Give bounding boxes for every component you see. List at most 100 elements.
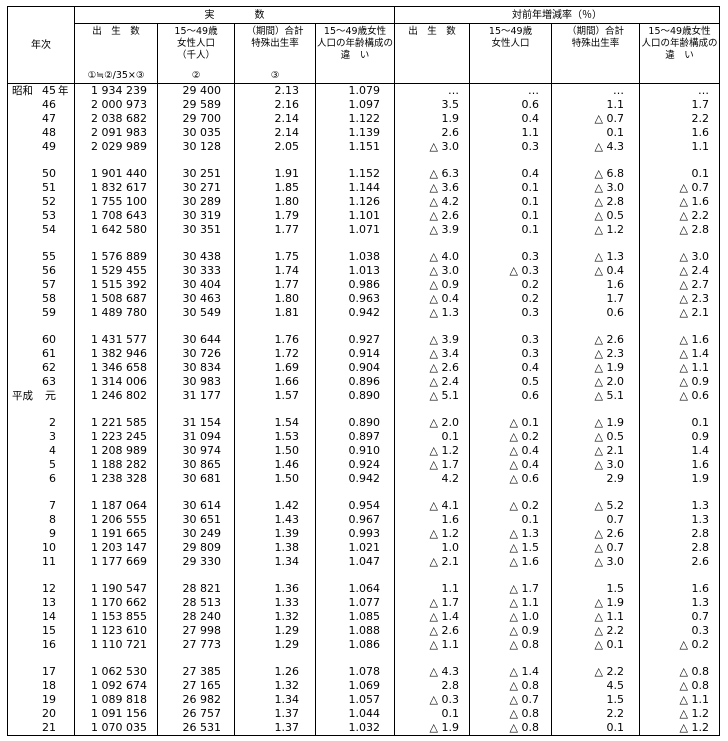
births-cell: 1 238 328 [74, 472, 158, 486]
year-number: 12 [42, 582, 56, 595]
tfr-cell: 1.69 [234, 361, 316, 375]
separator-cell [469, 154, 552, 167]
year-cell: 53 [7, 209, 75, 223]
tfr-cell: 1.43 [234, 513, 316, 527]
year-cell: 平成元 [7, 389, 75, 403]
group-header-row: 年次 実 数 対前年増減率（％） [7, 6, 720, 84]
births-cell: 1 188 282 [74, 458, 158, 472]
population-cell: 30 404 [157, 278, 235, 292]
tfr-rate-cell: 0.1 [551, 721, 640, 736]
year-cell: 51 [7, 181, 75, 195]
table-row: 21 1 070 035 26 531 1.37 1.032 △ 1.9 △ 0.8 0.1 △… [7, 721, 720, 736]
births-cell: 1 515 392 [74, 278, 158, 292]
ratio-rate-cell: 0.3 [639, 624, 720, 638]
separator-cell [551, 237, 640, 250]
population-cell: 30 865 [157, 458, 235, 472]
ratio-cell: 0.924 [315, 458, 395, 472]
year-cell: 46 [7, 98, 75, 112]
births-cell: 1 062 530 [74, 665, 158, 679]
header-line: 女性人口 [491, 38, 530, 49]
population-rate-cell: … [469, 83, 552, 98]
col-header-female-population-rate: 15～49歳 女性人口 [469, 23, 552, 84]
tfr-cell: 1.34 [234, 693, 316, 707]
population-rate-cell: 0.5 [469, 375, 552, 389]
separator-cell [157, 320, 235, 333]
births-rate-cell: … [394, 83, 470, 98]
header-line: 15～49歳 [488, 26, 533, 37]
population-rate-cell: △ 0.4 [469, 444, 552, 458]
ratio-cell: 0.954 [315, 499, 395, 513]
ratio-cell: 1.064 [315, 582, 395, 596]
population-rate-cell: 0.3 [469, 347, 552, 361]
separator-row [7, 569, 720, 582]
separator-cell [551, 486, 640, 499]
year-cell: 57 [7, 278, 75, 292]
ratio-rate-cell: △ 2.3 [639, 292, 720, 306]
population-rate-cell: △ 0.4 [469, 458, 552, 472]
table-row: 58 1 508 687 30 463 1.80 0.963 △ 0.4 0.2 1.7 △ 2… [7, 292, 720, 306]
tfr-rate-cell: 2.2 [551, 707, 640, 721]
births-cell: 2 000 973 [74, 98, 158, 112]
births-cell: 1 314 006 [74, 375, 158, 389]
separator-cell [157, 486, 235, 499]
year-cell: 7 [7, 499, 75, 513]
table-row: 17 1 062 530 27 385 1.26 1.078 △ 4.3 △ 1.4 △ 2.… [7, 665, 720, 679]
ratio-rate-cell: △ 0.8 [639, 679, 720, 693]
ratio-cell: 1.078 [315, 665, 395, 679]
year-number: 2 [49, 416, 56, 429]
separator-cell [234, 237, 316, 250]
ratio-rate-cell: 0.1 [639, 416, 720, 430]
separator-cell [551, 652, 640, 665]
header-line: 人口の年齢構成の [316, 38, 393, 49]
births-cell: 1 089 818 [74, 693, 158, 707]
table-row: 54 1 642 580 30 351 1.77 1.071 △ 3.9 0.1 △ 1.2 △… [7, 223, 720, 237]
birth-statistics-table: 年次 実 数 対前年増減率（％） 出 生 数 ①≒②/35×③ 15～49歳 [7, 6, 720, 736]
table-row: 12 1 190 547 28 821 1.36 1.064 1.1 △ 1.7 1.5 1.6 [7, 582, 720, 596]
tfr-cell: 1.26 [234, 665, 316, 679]
births-rate-cell: △ 3.0 [394, 264, 470, 278]
header-line: 違 い [665, 50, 694, 61]
tfr-rate-cell: 0.7 [551, 513, 640, 527]
population-cell: 30 351 [157, 223, 235, 237]
births-rate-cell: △ 0.9 [394, 278, 470, 292]
tfr-rate-cell: 0.6 [551, 306, 640, 320]
year-cell: 63 [7, 375, 75, 389]
year-cell: 19 [7, 693, 75, 707]
ratio-cell: 1.122 [315, 112, 395, 126]
ratio-rate-cell: 1.6 [639, 582, 720, 596]
population-rate-cell: △ 1.4 [469, 665, 552, 679]
births-rate-cell: △ 3.9 [394, 223, 470, 237]
header-line: （期間）合計 [566, 26, 624, 37]
table-row: 62 1 346 658 30 834 1.69 0.904 △ 2.6 0.4 △ 1.9 △… [7, 361, 720, 375]
ratio-rate-cell: △ 1.1 [639, 693, 720, 707]
population-rate-cell: △ 0.6 [469, 472, 552, 486]
table-row: 48 2 091 983 30 035 2.14 1.139 2.6 1.1 0.1 1.6 [7, 126, 720, 140]
ratio-rate-cell: 0.7 [639, 610, 720, 624]
tfr-rate-cell: △ 2.3 [551, 347, 640, 361]
ratio-rate-cell: △ 0.8 [639, 665, 720, 679]
separator-cell [551, 569, 640, 582]
ratio-cell: 1.088 [315, 624, 395, 638]
births-rate-cell: △ 1.3 [394, 306, 470, 320]
col-header-total-fertility-rate-rate: （期間）合計 特殊出生率 [551, 23, 640, 84]
population-rate-cell: 0.3 [469, 250, 552, 264]
separator-cell [551, 403, 640, 416]
births-rate-cell: △ 2.0 [394, 416, 470, 430]
year-cell: 16 [7, 638, 75, 652]
year-number: 11 [42, 555, 56, 568]
ratio-cell: 1.085 [315, 610, 395, 624]
year-number: 46 [42, 98, 56, 111]
table-row: 15 1 123 610 27 998 1.29 1.088 △ 2.6 △ 0.9 △ 2.… [7, 624, 720, 638]
separator-cell [7, 652, 75, 665]
tfr-cell: 1.80 [234, 292, 316, 306]
col-header-content: 15～49歳 女性人口 [470, 24, 551, 83]
separator-cell [74, 652, 158, 665]
year-cell: 3 [7, 430, 75, 444]
era-label: 平成 [12, 390, 33, 402]
ratio-rate-cell: △ 2.8 [639, 223, 720, 237]
births-cell: 1 110 721 [74, 638, 158, 652]
population-cell: 28 513 [157, 596, 235, 610]
population-cell: 29 330 [157, 555, 235, 569]
ratio-cell: 1.086 [315, 638, 395, 652]
separator-cell [74, 154, 158, 167]
